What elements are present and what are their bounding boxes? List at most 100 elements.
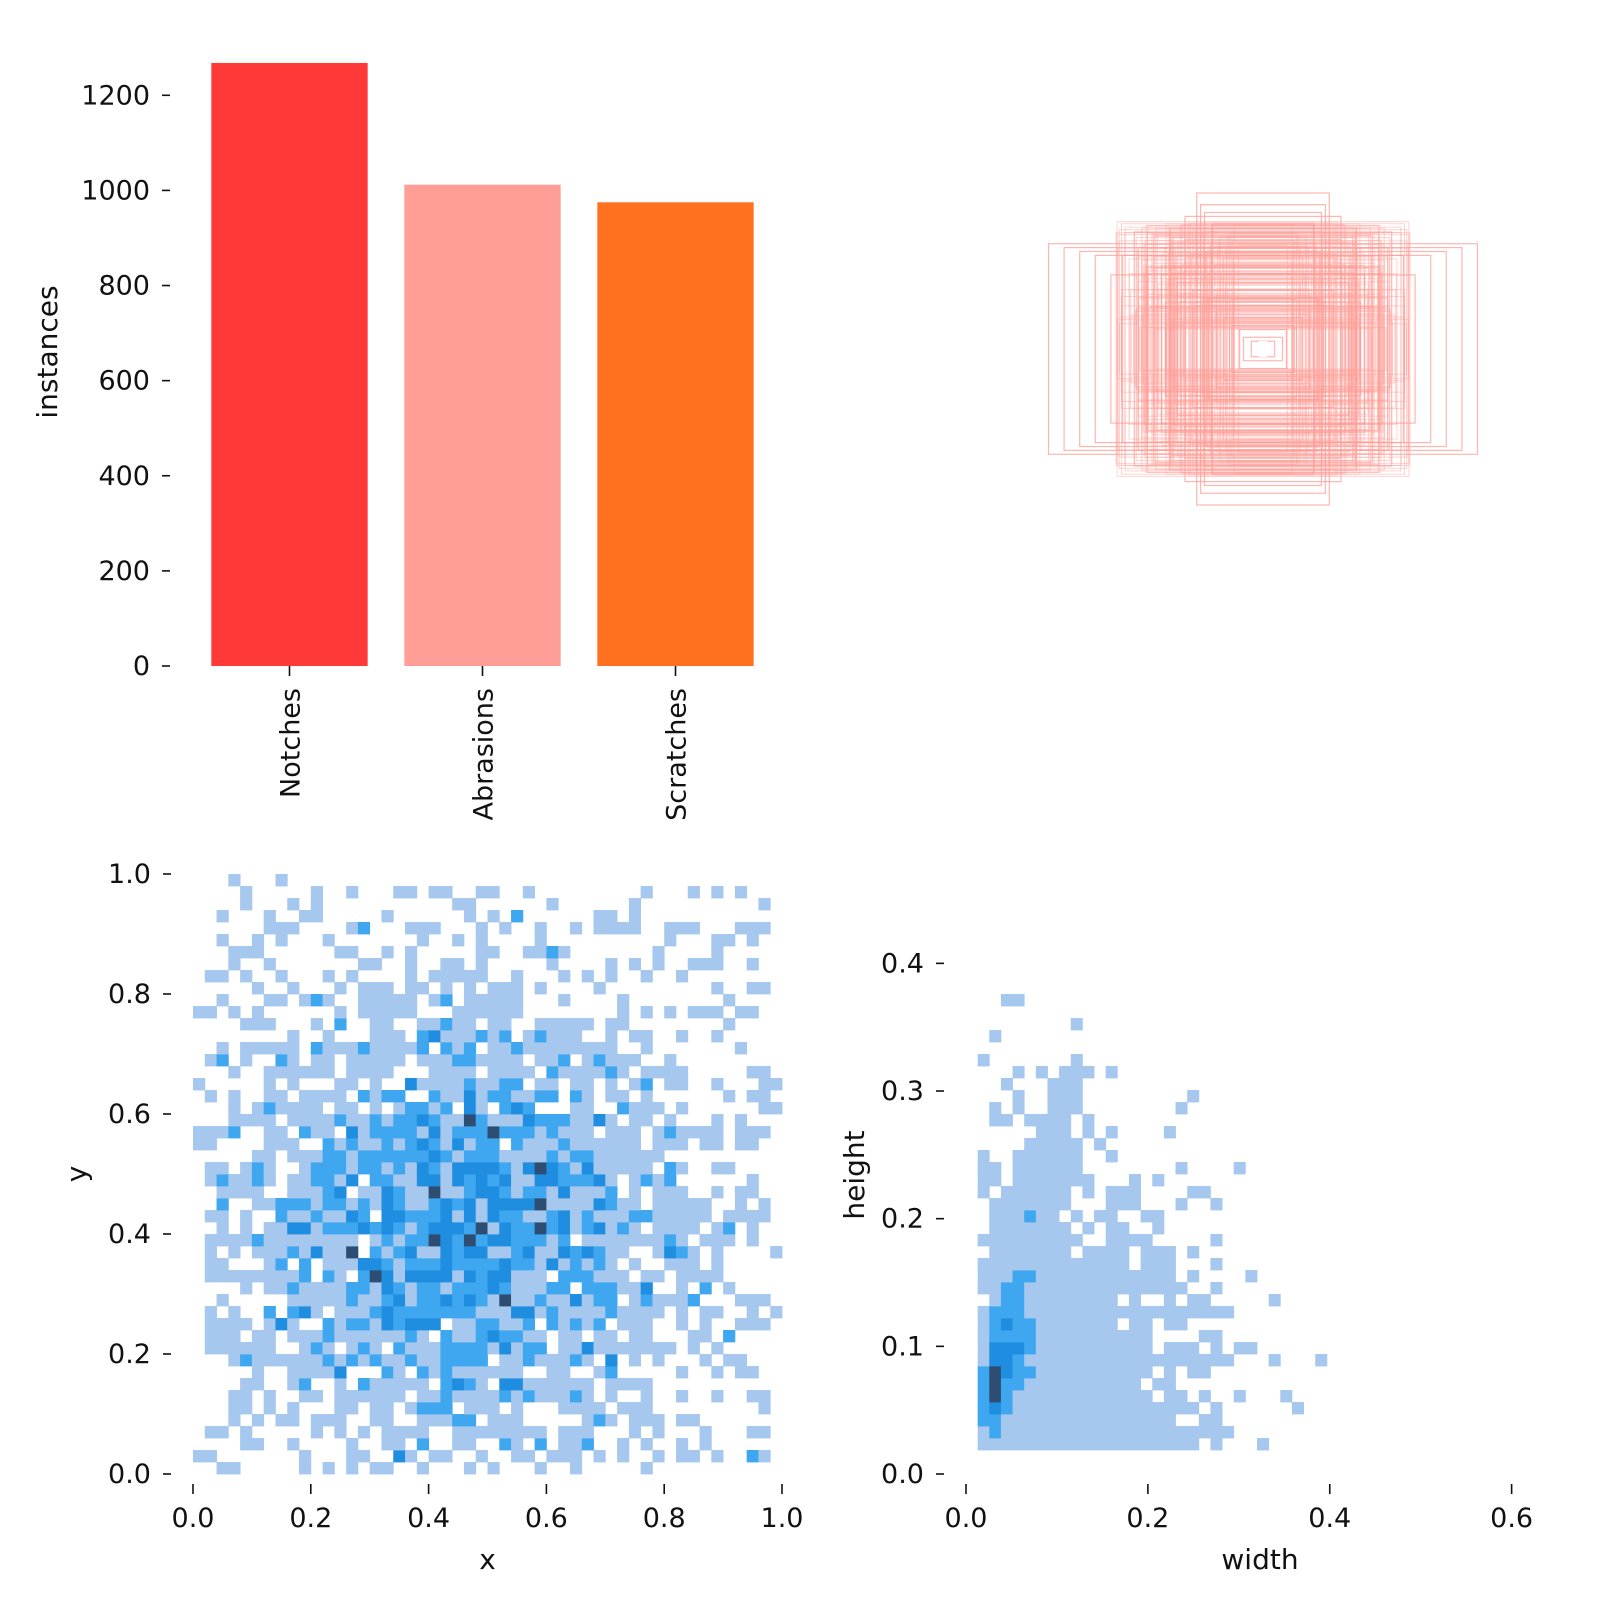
bounding-box	[1166, 278, 1360, 420]
hist-cell	[605, 1054, 618, 1067]
hist-cell	[1047, 1366, 1060, 1379]
hist-cell	[228, 1342, 241, 1355]
hist-cell	[605, 1234, 618, 1247]
hist-cell	[522, 1270, 536, 1283]
hist-cell	[299, 1222, 312, 1235]
hist-cell	[1059, 1090, 1072, 1103]
hist-cell	[1152, 1438, 1165, 1451]
hist-cell	[299, 1210, 312, 1223]
hist-cell	[1082, 1390, 1095, 1403]
bounding-box	[1205, 252, 1321, 446]
hist-cell	[617, 1270, 630, 1283]
hist-cell	[652, 1450, 665, 1463]
hist-cell	[1012, 1342, 1025, 1355]
hist-cell	[1082, 1174, 1095, 1187]
hist-cell	[746, 1066, 759, 1079]
hist-cell	[1140, 1414, 1153, 1427]
hist-cell	[369, 1114, 382, 1127]
hist-cell	[1070, 1090, 1083, 1103]
hist-cell	[381, 1234, 394, 1247]
hist-cell	[1000, 1234, 1013, 1247]
hist-cell	[369, 982, 382, 995]
hist-cell	[275, 1090, 288, 1103]
hist-cell	[1012, 1354, 1025, 1367]
hist-cell	[581, 1162, 594, 1175]
hist-cell	[381, 1198, 394, 1211]
hist-cell	[463, 1234, 477, 1247]
hist-cell	[393, 1366, 406, 1379]
hist-cell	[405, 1078, 418, 1091]
bounding-box	[1206, 250, 1320, 448]
hist-cell	[640, 886, 653, 899]
hist-cell	[369, 1402, 382, 1415]
hist-cell	[299, 1378, 312, 1391]
hist-cell	[758, 1066, 771, 1079]
hist-cell	[275, 1222, 288, 1235]
hist-cell	[475, 970, 488, 983]
hist-cell	[334, 1426, 347, 1439]
bounding-box	[1185, 261, 1341, 437]
hist-cell	[989, 1426, 1002, 1439]
bounding-box	[1201, 300, 1325, 398]
hist-cell	[416, 1102, 429, 1115]
hist-cell	[989, 1414, 1002, 1427]
hist-cell	[1140, 1330, 1153, 1343]
hist-cell	[499, 1114, 512, 1127]
hist-cell	[416, 1054, 429, 1067]
hist-cell	[546, 1198, 559, 1211]
hist-cell	[487, 1174, 500, 1187]
x-tick-label: 0.4	[1308, 1503, 1351, 1534]
hist-cell	[605, 1018, 618, 1031]
hist-cell	[228, 1318, 241, 1331]
bounding-box	[1146, 255, 1380, 443]
hist-cell	[204, 1426, 217, 1439]
hist-cell	[393, 1174, 406, 1187]
hist-cell	[652, 1102, 665, 1115]
bounding-box	[1180, 266, 1346, 432]
hist-cell	[1070, 1414, 1083, 1427]
hist-cell	[428, 1402, 441, 1415]
hist-cell	[263, 1162, 276, 1175]
hist-cell	[1128, 1414, 1141, 1427]
bounding-box	[1141, 259, 1385, 439]
hist-cell	[1187, 1186, 1200, 1199]
hist-cell	[1163, 1270, 1176, 1283]
hist-cell	[534, 1282, 547, 1295]
hist-cell	[628, 1162, 642, 1175]
hist-cell	[357, 1378, 371, 1391]
hist-cell	[1035, 1234, 1048, 1247]
hist-cell	[558, 1306, 571, 1319]
hist-cell	[569, 1258, 583, 1271]
hist-cell	[593, 1414, 606, 1427]
hist-cell	[369, 1414, 382, 1427]
hist-cell	[251, 982, 265, 995]
hist-cell	[711, 1366, 724, 1379]
hist-cell	[287, 1102, 300, 1115]
hist-cell	[475, 1426, 488, 1439]
hist-cell	[251, 1150, 265, 1163]
hist-cell	[275, 874, 288, 887]
hist-cell	[452, 1342, 465, 1355]
hist-cell	[487, 1222, 500, 1235]
bounding-box	[1172, 308, 1354, 390]
hist-cell	[487, 1042, 500, 1055]
hist-cell	[687, 1246, 700, 1259]
hist-cell	[664, 1114, 677, 1127]
y-tick-label: 600	[98, 366, 150, 397]
hist-cell	[499, 1426, 512, 1439]
hist-cell	[204, 970, 217, 983]
hist-cell	[1140, 1438, 1153, 1451]
hist-cell	[1000, 1438, 1013, 1451]
hist-cell	[581, 1402, 594, 1415]
hist-cell	[310, 1126, 323, 1139]
hist-cell	[310, 910, 323, 923]
hist-cell	[581, 1042, 594, 1055]
hist-cell	[675, 1414, 689, 1427]
hist-cell	[228, 1330, 241, 1343]
hist-cell	[977, 1402, 990, 1415]
hist-cell	[546, 1294, 559, 1307]
hist-cell	[475, 1258, 488, 1271]
hist-cell	[558, 1354, 571, 1367]
hist-cell	[346, 1078, 359, 1091]
hist-cell	[204, 1126, 217, 1139]
